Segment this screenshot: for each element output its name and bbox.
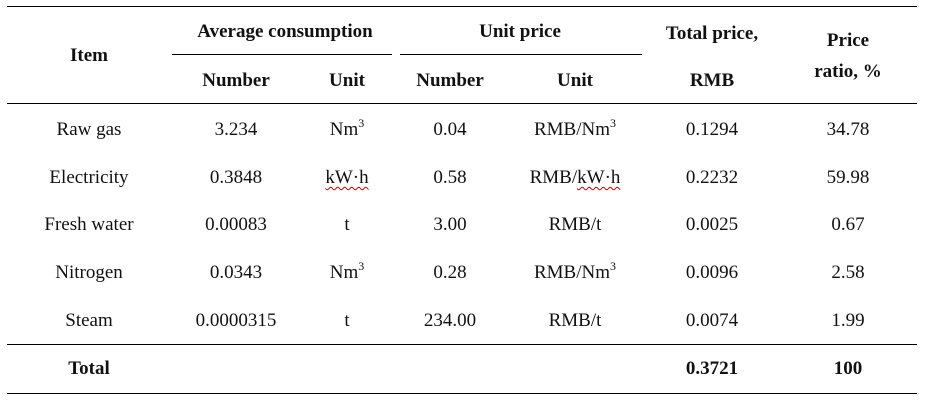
header-total-price-line2: RMB xyxy=(689,70,735,91)
row-item: Steam xyxy=(65,310,113,331)
unit-superscript: 3 xyxy=(610,116,617,130)
row-consumption-number: 0.0000315 xyxy=(195,310,277,331)
unit-superscript: 3 xyxy=(358,259,365,273)
row-price-unit: RMB/kW·h xyxy=(530,167,621,189)
row-price-number: 3.00 xyxy=(433,214,467,235)
subheader-unit-price: Unit xyxy=(557,70,593,91)
average-consumption-underline xyxy=(172,54,392,55)
row-total-price: 0.0074 xyxy=(685,310,739,331)
total-top-rule xyxy=(7,344,917,345)
row-price-number: 234.00 xyxy=(423,310,477,331)
unit-base-prefix: RMB/ xyxy=(529,167,578,188)
row-price-number: 0.28 xyxy=(433,262,467,283)
unit-base: Nm xyxy=(329,119,359,140)
header-bottom-rule xyxy=(7,103,917,104)
row-price-number: 0.58 xyxy=(433,167,467,188)
row-price-ratio: 59.98 xyxy=(826,167,870,188)
total-ratio-sum: 100 xyxy=(833,358,863,379)
header-unit-price: Unit price xyxy=(479,21,561,42)
row-price-unit: RMB/t xyxy=(548,214,602,235)
unit-base: RMB/Nm xyxy=(533,119,611,140)
row-price-unit: RMB/t xyxy=(548,310,602,331)
row-item: Electricity xyxy=(49,167,129,188)
row-total-price: 0.0096 xyxy=(685,262,739,283)
unit-superscript: 3 xyxy=(358,116,365,130)
top-rule xyxy=(7,6,917,7)
row-price-number: 0.04 xyxy=(433,119,467,140)
row-total-price: 0.0025 xyxy=(685,214,739,235)
row-price-ratio: 2.58 xyxy=(831,262,865,283)
row-price-ratio: 0.67 xyxy=(831,214,865,235)
subheader-unit-consumption: Unit xyxy=(329,70,365,91)
bottom-rule xyxy=(7,393,917,394)
row-total-price: 0.2232 xyxy=(685,167,739,188)
unit-superscript: 3 xyxy=(610,259,617,273)
subheader-number-price: Number xyxy=(416,70,484,91)
row-consumption-unit: Nm3 xyxy=(329,116,365,141)
unit-base-suffix: kW·h xyxy=(577,167,621,188)
row-item: Raw gas xyxy=(56,119,122,140)
header-total-price-line1: Total price, xyxy=(665,23,759,44)
row-consumption-unit: t xyxy=(344,214,350,235)
row-item: Fresh water xyxy=(44,214,134,235)
row-price-unit: RMB/Nm3 xyxy=(533,259,617,284)
row-consumption-number: 0.0343 xyxy=(209,262,263,283)
header-price-ratio-line2: ratio, % xyxy=(814,61,882,82)
subheader-number-consumption: Number xyxy=(202,70,270,91)
row-consumption-unit: Nm3 xyxy=(329,259,365,284)
row-item: Nitrogen xyxy=(55,262,123,283)
row-consumption-unit: t xyxy=(344,310,350,331)
row-price-ratio: 34.78 xyxy=(826,119,870,140)
total-label: Total xyxy=(68,358,110,379)
row-price-unit: RMB/Nm3 xyxy=(533,116,617,141)
row-consumption-number: 0.3848 xyxy=(209,167,263,188)
row-consumption-unit: kW·h xyxy=(325,167,368,189)
row-total-price: 0.1294 xyxy=(685,119,739,140)
unit-price-underline xyxy=(400,54,642,55)
unit-base: kW·h xyxy=(325,167,369,188)
header-item: Item xyxy=(70,45,108,66)
unit-base: RMB/Nm xyxy=(533,262,611,283)
row-consumption-number: 0.00083 xyxy=(205,214,267,235)
unit-base: Nm xyxy=(329,262,359,283)
row-price-ratio: 1.99 xyxy=(831,310,865,331)
row-consumption-number: 3.234 xyxy=(214,119,258,140)
header-average-consumption: Average consumption xyxy=(197,21,373,42)
header-price-ratio-line1: Price xyxy=(826,30,870,51)
total-price-sum: 0.3721 xyxy=(685,358,739,379)
